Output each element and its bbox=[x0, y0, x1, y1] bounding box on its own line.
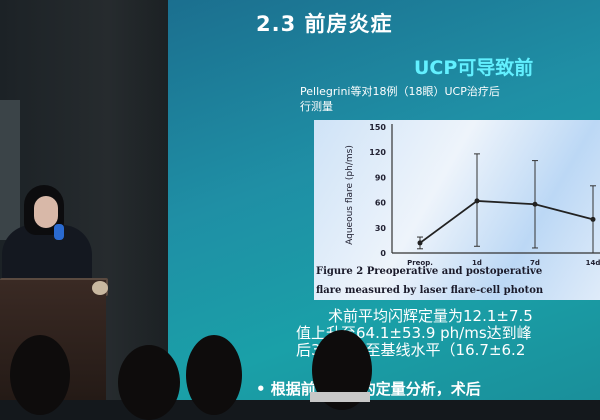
data-point bbox=[474, 198, 480, 204]
slide-subtitle: UCP可导致前 bbox=[414, 57, 534, 79]
figure-caption: Figure 2 Preoperative and postoperative bbox=[316, 266, 543, 277]
speaker-body bbox=[2, 225, 92, 285]
y-tick-label: 60 bbox=[375, 199, 387, 208]
y-tick-label: 120 bbox=[369, 148, 386, 157]
intro-line: Pellegrini等对18例（18眼）UCP治疗后 bbox=[300, 85, 500, 98]
x-tick-label: 7d bbox=[530, 259, 540, 267]
figure-caption: flare measured by laser flare-cell photo… bbox=[316, 285, 544, 296]
data-point bbox=[417, 240, 423, 246]
x-tick-label: 14d bbox=[586, 259, 600, 267]
podium-mic bbox=[92, 281, 108, 295]
x-tick-label: Preop. bbox=[407, 259, 433, 267]
flare-chart: Aqueous flare (ph/ms) 0 30 60 90 120 150 Preop… bbox=[345, 123, 600, 267]
intro-line: 行测量 bbox=[300, 100, 333, 113]
speaker-face bbox=[34, 196, 58, 228]
audience-head bbox=[118, 345, 180, 420]
x-tick-label: 1d bbox=[472, 259, 482, 267]
audience-collar bbox=[310, 392, 370, 402]
figure-image bbox=[314, 120, 600, 300]
side-panel bbox=[0, 100, 20, 240]
body-line: 术前平均闪辉定量为12.1±7.5 bbox=[328, 307, 533, 325]
audience-head bbox=[10, 335, 70, 415]
slide-title: 2.3 前房炎症 bbox=[256, 12, 393, 36]
audience-head bbox=[186, 335, 242, 415]
y-tick-label: 90 bbox=[375, 173, 387, 182]
microphone bbox=[54, 224, 64, 240]
y-tick-label: 150 bbox=[369, 123, 386, 132]
y-axis-label: Aqueous flare (ph/ms) bbox=[345, 145, 355, 245]
series-line bbox=[419, 200, 594, 244]
data-point bbox=[590, 216, 596, 222]
y-tick-label: 30 bbox=[375, 224, 387, 233]
data-point bbox=[532, 201, 538, 207]
y-tick-label: 0 bbox=[380, 249, 386, 258]
